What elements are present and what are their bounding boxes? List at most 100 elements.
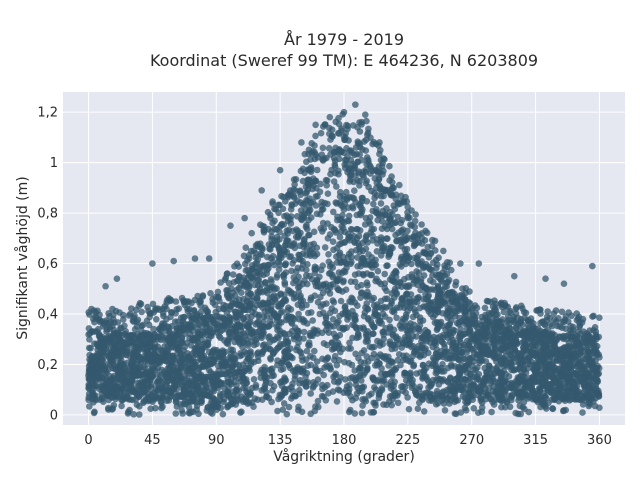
data-point bbox=[278, 359, 285, 367]
data-point bbox=[464, 381, 472, 389]
data-point bbox=[213, 312, 221, 320]
data-point bbox=[317, 129, 325, 137]
data-point bbox=[288, 267, 295, 275]
data-point bbox=[391, 341, 398, 349]
data-point bbox=[417, 275, 425, 283]
data-point bbox=[311, 347, 318, 355]
data-point bbox=[354, 140, 362, 147]
data-point bbox=[207, 390, 214, 398]
data-point bbox=[339, 278, 347, 286]
data-point bbox=[491, 297, 498, 305]
data-point bbox=[376, 169, 384, 176]
data-point bbox=[311, 265, 318, 273]
data-point bbox=[105, 310, 112, 317]
data-point bbox=[346, 375, 354, 382]
data-point bbox=[372, 208, 380, 216]
data-point bbox=[443, 270, 451, 278]
data-point bbox=[317, 303, 325, 310]
data-point bbox=[473, 331, 481, 338]
data-point bbox=[583, 362, 591, 370]
data-point bbox=[335, 167, 342, 175]
data-point bbox=[412, 308, 419, 316]
data-point bbox=[291, 324, 299, 332]
data-point bbox=[405, 254, 413, 261]
data-point bbox=[343, 260, 350, 268]
data-point bbox=[226, 305, 234, 313]
data-point bbox=[331, 372, 339, 379]
data-point bbox=[306, 206, 314, 214]
data-point bbox=[429, 362, 436, 370]
data-point bbox=[358, 384, 366, 391]
data-point bbox=[525, 393, 532, 401]
data-point bbox=[259, 304, 266, 311]
data-point bbox=[363, 366, 371, 374]
data-point bbox=[345, 359, 353, 367]
data-point bbox=[381, 270, 389, 278]
data-point bbox=[250, 247, 258, 254]
data-point bbox=[370, 374, 377, 382]
data-point bbox=[344, 122, 352, 130]
data-point bbox=[561, 316, 569, 324]
data-point bbox=[199, 292, 207, 299]
data-point bbox=[158, 366, 165, 374]
data-point bbox=[546, 314, 553, 322]
data-point bbox=[232, 292, 239, 300]
data-point bbox=[358, 409, 366, 417]
data-point bbox=[156, 306, 164, 314]
data-point bbox=[259, 222, 267, 230]
data-point bbox=[238, 351, 246, 359]
data-point bbox=[345, 204, 352, 211]
data-point bbox=[269, 387, 276, 394]
data-point bbox=[452, 375, 460, 383]
data-point bbox=[282, 297, 290, 305]
data-point bbox=[327, 170, 334, 178]
data-point bbox=[378, 218, 386, 225]
data-point bbox=[592, 357, 599, 365]
data-point bbox=[452, 350, 460, 357]
data-point bbox=[353, 211, 361, 219]
data-point bbox=[389, 330, 397, 338]
data-point bbox=[316, 188, 324, 196]
data-point bbox=[465, 309, 473, 316]
data-point bbox=[295, 403, 302, 411]
data-point bbox=[278, 254, 285, 262]
data-point bbox=[594, 362, 601, 370]
data-point bbox=[447, 338, 454, 346]
data-point bbox=[441, 407, 449, 414]
data-point bbox=[482, 358, 490, 365]
data-point bbox=[185, 367, 192, 375]
data-point bbox=[369, 330, 377, 338]
data-point bbox=[394, 356, 402, 364]
data-point bbox=[398, 295, 406, 303]
data-point bbox=[285, 242, 293, 249]
data-point bbox=[336, 233, 344, 241]
data-point bbox=[381, 370, 389, 378]
data-point bbox=[539, 401, 547, 408]
data-point bbox=[359, 402, 366, 409]
data-point bbox=[308, 309, 315, 316]
data-point bbox=[474, 387, 482, 395]
data-point bbox=[361, 261, 369, 268]
data-point bbox=[118, 402, 125, 410]
data-point bbox=[89, 391, 97, 399]
data-point bbox=[318, 392, 326, 400]
data-point bbox=[325, 251, 332, 258]
data-point bbox=[556, 376, 563, 384]
data-point bbox=[375, 176, 383, 183]
data-point bbox=[86, 336, 93, 343]
data-point bbox=[249, 293, 256, 301]
data-point bbox=[412, 211, 419, 218]
data-point bbox=[286, 253, 293, 261]
data-point bbox=[471, 314, 479, 322]
data-point bbox=[579, 409, 586, 416]
data-point bbox=[424, 243, 432, 251]
data-point bbox=[215, 332, 223, 340]
data-point bbox=[358, 121, 365, 128]
data-point bbox=[370, 409, 377, 416]
data-point bbox=[355, 270, 363, 277]
data-point bbox=[370, 200, 377, 208]
data-point bbox=[508, 379, 515, 387]
data-point bbox=[426, 265, 433, 272]
data-point bbox=[399, 315, 407, 323]
data-point bbox=[224, 287, 231, 294]
